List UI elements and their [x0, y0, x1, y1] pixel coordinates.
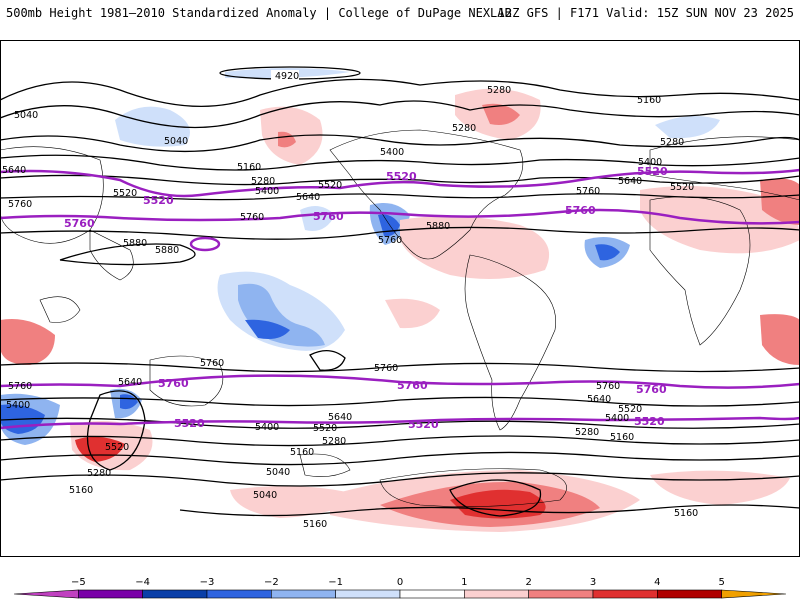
highlight-label-5760: 5760 — [313, 210, 344, 223]
colorbar-tick-label: −5 — [71, 577, 86, 588]
contour-label-5280: 5280 — [251, 176, 275, 187]
contour-label-5160: 5160 — [637, 95, 661, 106]
contour-label-5760: 5760 — [8, 199, 32, 210]
contour-label-5760: 5760 — [240, 212, 264, 223]
model-valid-time: 12Z GFS | F171 Valid: 15Z SUN NOV 23 202… — [497, 6, 794, 20]
colorbar-cell — [528, 589, 594, 599]
highlight-label-5760: 5760 — [636, 383, 667, 396]
highlight-label-5760: 5760 — [158, 377, 189, 390]
height-contours — [0, 66, 800, 517]
contour-label-5160: 5160 — [69, 485, 93, 496]
colorbar-cells — [13, 589, 787, 599]
contour-label-5040: 5040 — [164, 136, 188, 147]
contour-label-5160: 5160 — [303, 519, 327, 530]
contour-label-5640: 5640 — [618, 176, 642, 187]
contour-label-5160: 5160 — [674, 508, 698, 519]
contour-label-5640: 5640 — [296, 192, 320, 203]
contour-label-5640: 5640 — [328, 412, 352, 423]
contour-label-5520: 5520 — [670, 182, 694, 193]
contour-label-5880: 5880 — [155, 245, 179, 256]
contour-label-5520: 5520 — [105, 442, 129, 453]
contour-label-5760: 5760 — [596, 381, 620, 392]
contour-labels: 4920 5040 5040 5040 5040 5160 5160 5160 … — [2, 70, 698, 530]
contour-label-5280: 5280 — [487, 85, 511, 96]
contour-label-5760: 5760 — [374, 363, 398, 374]
colorbar: −5 −4 −3 −2 −1 0 1 2 3 4 5 — [13, 577, 787, 599]
continent-outlines — [0, 129, 800, 507]
anomaly-map: 4920 5040 5040 5040 5040 5160 5160 5160 … — [0, 40, 800, 557]
contour-label-5400: 5400 — [6, 400, 30, 411]
contour-label-5280: 5280 — [452, 123, 476, 134]
colorbar-tick-label: 2 — [525, 577, 531, 588]
colorbar-cell — [271, 589, 336, 599]
colorbar-cell — [464, 589, 529, 599]
contour-label-5400: 5400 — [605, 413, 629, 424]
contour-label-4920: 4920 — [275, 71, 299, 82]
contour-label-5160: 5160 — [237, 162, 261, 173]
contour-label-5280: 5280 — [660, 137, 684, 148]
colorbar-tick-label: −1 — [328, 577, 343, 588]
contour-label-5760: 5760 — [8, 381, 32, 392]
contour-label-5280: 5280 — [322, 436, 346, 447]
highlight-label-5760: 5760 — [565, 204, 596, 217]
contour-label-5160: 5160 — [290, 447, 314, 458]
contour-label-5880: 5880 — [426, 221, 450, 232]
highlight-label-5520: 5520 — [408, 418, 439, 431]
contour-label-5400: 5400 — [380, 147, 404, 158]
colorbar-cell — [206, 589, 272, 599]
highlight-label-5520: 5520 — [386, 170, 417, 183]
contour-label-5640: 5640 — [2, 165, 26, 176]
contour-label-5760: 5760 — [378, 235, 402, 246]
colorbar-tick-label: 5 — [718, 577, 724, 588]
contour-label-5520: 5520 — [113, 188, 137, 199]
contour-label-5400: 5400 — [255, 186, 279, 197]
contour-label-5640: 5640 — [587, 394, 611, 405]
colorbar-cell — [13, 589, 79, 599]
colorbar-cell — [78, 589, 143, 599]
highlight-contours — [0, 168, 800, 430]
colorbar-tick-label: −3 — [200, 577, 215, 588]
colorbar-cell — [657, 589, 722, 599]
contour-label-5160: 5160 — [610, 432, 634, 443]
contour-label-5520: 5520 — [313, 423, 337, 434]
highlight-label-5760: 5760 — [64, 217, 95, 230]
map-title: 500mb Height 1981–2010 Standardized Anom… — [6, 6, 512, 20]
colorbar-tick-label: −2 — [264, 577, 279, 588]
contour-label-5880: 5880 — [123, 238, 147, 249]
colorbar-tick-labels: −5 −4 −3 −2 −1 0 1 2 3 4 5 — [71, 577, 725, 588]
negative-anomaly-shading — [0, 68, 720, 445]
contour-label-5040: 5040 — [253, 490, 277, 501]
colorbar-tick-label: 4 — [654, 577, 660, 588]
contour-label-5520: 5520 — [318, 180, 342, 191]
contour-label-5040: 5040 — [14, 110, 38, 121]
colorbar-tick-label: 0 — [397, 577, 403, 588]
highlight-label-5520: 5520 — [143, 194, 174, 207]
contour-label-5400: 5400 — [638, 157, 662, 168]
contour-label-5040: 5040 — [266, 467, 290, 478]
colorbar-tick-label: 3 — [590, 577, 596, 588]
colorbar-tick-label: −4 — [135, 577, 150, 588]
contour-label-5280: 5280 — [575, 427, 599, 438]
contour-label-5640: 5640 — [118, 377, 142, 388]
colorbar-tick-label: 1 — [461, 577, 467, 588]
colorbar-cell — [592, 589, 658, 599]
contour-label-5760: 5760 — [576, 186, 600, 197]
highlight-label-5520: 5520 — [174, 417, 205, 430]
highlight-contour-labels: 5520 5520 5520 5520 5520 5520 5760 5760 … — [64, 165, 668, 431]
highlight-label-5760: 5760 — [397, 379, 428, 392]
highlight-label-5520: 5520 — [637, 165, 668, 178]
colorbar-cell — [721, 589, 787, 599]
contour-label-5760: 5760 — [200, 358, 224, 369]
colorbar-cell — [399, 589, 465, 599]
highlight-label-5520: 5520 — [634, 415, 665, 428]
contour-label-5280: 5280 — [87, 468, 111, 479]
colorbar-cell — [335, 589, 401, 599]
header: 500mb Height 1981–2010 Standardized Anom… — [0, 0, 800, 30]
contour-label-5400: 5400 — [255, 422, 279, 433]
contour-label-5520: 5520 — [618, 404, 642, 415]
colorbar-cell — [142, 589, 208, 599]
